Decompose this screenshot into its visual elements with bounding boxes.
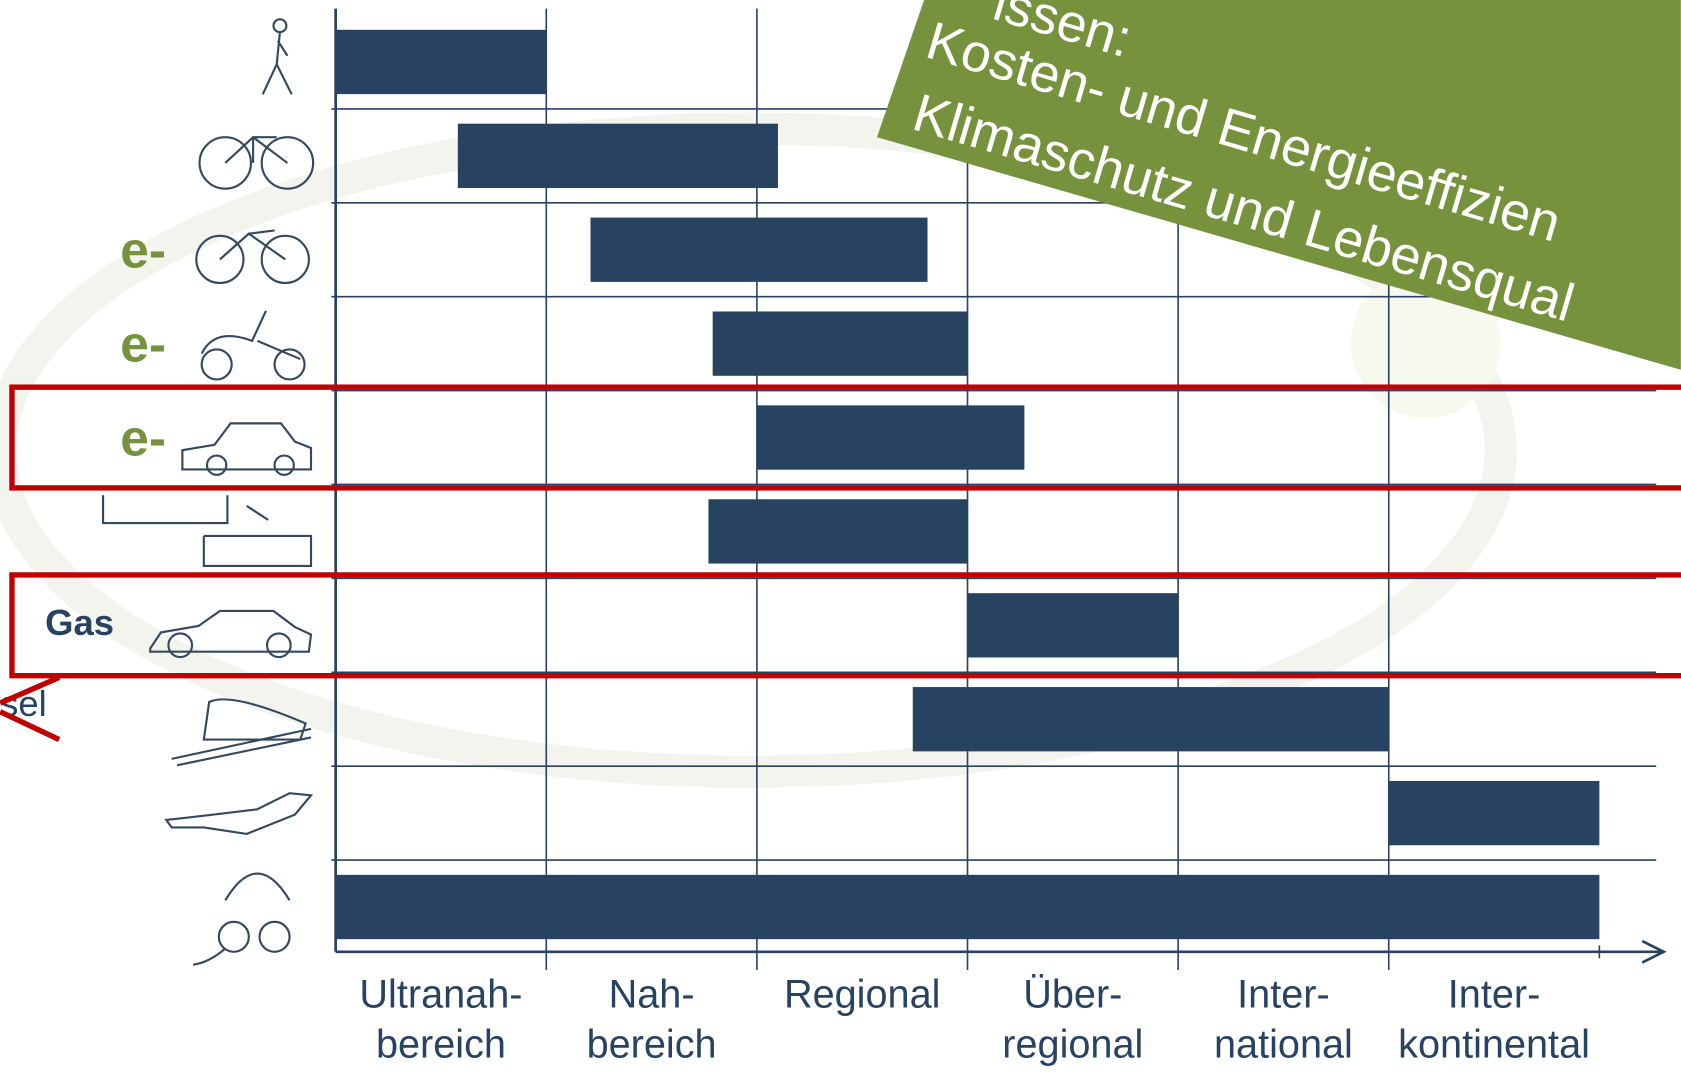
car-icon: [182, 423, 311, 469]
column-label: Über-: [1023, 972, 1122, 1016]
scooter-icon: [202, 349, 232, 379]
range-bar: [757, 405, 1024, 469]
bike-icon: [225, 137, 287, 163]
row-label: Gas: [45, 602, 114, 643]
column-label: Inter-: [1448, 972, 1541, 1016]
range-bar: [336, 875, 1600, 939]
car-icon: [207, 456, 226, 475]
column-label: bereich: [376, 1023, 506, 1067]
headset-icon: [260, 922, 290, 952]
column-label: Inter-: [1237, 972, 1330, 1016]
range-bar: [913, 687, 1389, 751]
range-bar: [968, 593, 1179, 657]
range-bar: [591, 218, 928, 282]
row-label: e-: [120, 315, 166, 373]
gas-car-icon: [267, 633, 291, 657]
range-bar: [336, 30, 547, 94]
headset-icon: [193, 949, 225, 965]
column-label: kontinental: [1398, 1023, 1590, 1067]
walker-icon: [263, 32, 292, 94]
range-bar: [1389, 781, 1600, 845]
column-label: bereich: [587, 1023, 717, 1067]
scooter-icon: [202, 311, 301, 359]
headset-icon: [219, 922, 249, 952]
range-bar: [713, 311, 968, 375]
column-label: Ultranah-: [359, 972, 522, 1016]
chart: Ultranah-bereich Nah-bereich Regional Über-…: [0, 0, 1681, 1074]
column-label: Nah-: [609, 972, 695, 1016]
column-label: Regional: [784, 972, 940, 1016]
row-label: e-: [120, 221, 166, 279]
walker-icon: [273, 19, 286, 32]
car-icon: [275, 456, 294, 475]
icons: [103, 19, 313, 964]
row-label: e-: [120, 408, 166, 466]
bus-icon: [103, 495, 311, 566]
column-label: regional: [1002, 1023, 1143, 1067]
range-bar: [708, 499, 967, 563]
headset-icon: [225, 874, 289, 901]
range-bar: [458, 124, 778, 188]
plane-icon: [166, 793, 311, 834]
column-label: national: [1214, 1023, 1353, 1067]
